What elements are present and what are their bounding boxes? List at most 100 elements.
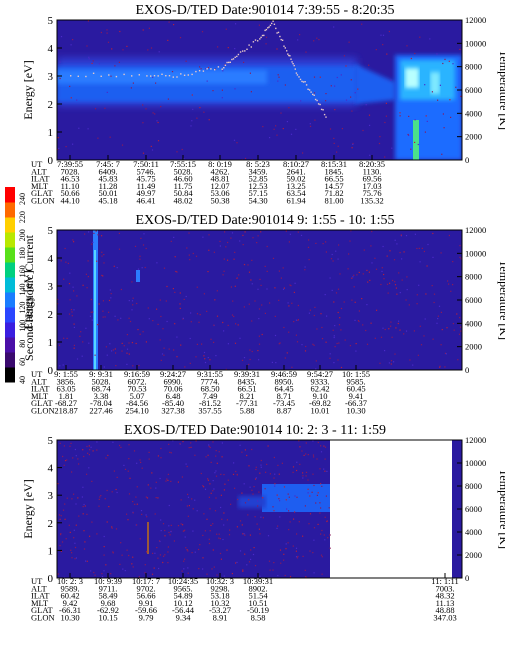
noise-speck <box>195 440 197 442</box>
noise-speck <box>282 267 284 269</box>
noise-speck <box>212 523 214 525</box>
temperature-point <box>265 28 268 31</box>
temperature-point <box>234 56 236 58</box>
noise-speck <box>177 525 180 527</box>
noise-speck <box>421 247 423 249</box>
noise-speck <box>330 85 332 87</box>
noise-speck <box>312 473 314 475</box>
noise-speck <box>107 41 110 43</box>
colorbar-tick-label: 160 <box>18 265 27 277</box>
noise-speck <box>236 142 238 144</box>
noise-speck <box>348 253 350 255</box>
ephemeris-cell: 60.42 <box>60 591 79 601</box>
noise-speck <box>214 472 216 474</box>
noise-speck <box>296 496 298 498</box>
noise-speck <box>227 47 229 49</box>
noise-speck <box>199 544 201 546</box>
noise-speck <box>89 535 91 537</box>
noise-speck <box>207 454 209 456</box>
noise-speck <box>436 53 438 55</box>
noise-speck <box>254 478 257 480</box>
ephemeris-cell: 12.53 <box>248 181 267 191</box>
noise-speck <box>426 265 428 267</box>
noise-speck <box>222 274 224 276</box>
noise-speck <box>133 450 136 452</box>
noise-speck <box>151 149 154 151</box>
y2-tick-label: 4000 <box>465 108 482 118</box>
noise-speck <box>337 145 339 147</box>
ephemeris-cell: 1130. <box>363 166 382 176</box>
noise-speck <box>106 354 108 356</box>
noise-speck <box>386 255 388 257</box>
temperature-point <box>70 75 72 77</box>
noise-speck <box>379 362 381 364</box>
noise-speck <box>313 484 315 487</box>
noise-speck <box>258 528 260 530</box>
noise-speck <box>212 480 214 482</box>
noise-speck <box>410 57 412 60</box>
noise-speck <box>82 449 84 451</box>
noise-speck <box>313 314 315 317</box>
temperature-point <box>180 73 182 75</box>
noise-speck <box>108 299 111 302</box>
y2-tick-label: 10000 <box>465 38 486 48</box>
noise-speck <box>57 483 59 485</box>
noise-speck <box>103 254 105 256</box>
ephemeris-cell: 10.51 <box>248 598 267 608</box>
noise-speck <box>120 542 122 544</box>
noise-speck <box>190 312 192 314</box>
noise-speck <box>91 62 93 64</box>
noise-speck <box>337 258 339 260</box>
noise-speck <box>243 61 245 63</box>
noise-speck <box>59 545 61 547</box>
noise-speck <box>327 537 329 539</box>
temperature-point <box>305 84 308 86</box>
noise-speck <box>141 513 143 515</box>
ephemeris-row-label: UT <box>31 369 43 379</box>
noise-speck <box>285 548 287 550</box>
noise-speck <box>128 444 130 446</box>
noise-speck <box>254 300 256 302</box>
noise-speck <box>159 299 161 301</box>
noise-speck <box>70 549 72 551</box>
noise-speck <box>450 116 452 118</box>
noise-speck <box>110 297 112 299</box>
noise-speck <box>336 342 338 345</box>
temperature-point <box>269 24 272 27</box>
noise-speck <box>355 350 357 352</box>
ephemeris-cell: -77.31 <box>236 398 258 408</box>
noise-speck <box>321 556 323 558</box>
ephemeris-cell: 8950. <box>274 376 293 386</box>
panel-2-title: EXOS-D/TED Date:901014 9: 1:55 - 10: 1:5… <box>136 213 395 228</box>
noise-speck <box>154 113 156 115</box>
noise-speck <box>304 266 306 268</box>
noise-speck <box>250 558 252 560</box>
noise-speck <box>231 314 234 316</box>
noise-speck <box>319 468 321 470</box>
noise-speck <box>366 304 368 306</box>
temperature-point <box>224 64 227 66</box>
noise-speck <box>337 359 339 361</box>
ephemeris-cell: 9:24:27 <box>160 369 186 379</box>
noise-speck <box>300 234 303 236</box>
ephemeris-row-label: ILAT <box>31 384 50 394</box>
ephemeris-cell: 70.53 <box>127 384 146 394</box>
noise-speck <box>155 497 157 499</box>
noise-speck <box>271 361 273 363</box>
noise-speck <box>84 541 86 543</box>
noise-speck <box>234 251 236 253</box>
noise-speck <box>132 365 134 367</box>
noise-speck <box>450 290 452 292</box>
noise-speck <box>104 107 106 109</box>
noise-speck <box>165 480 167 482</box>
panel-2-spectrogram <box>57 230 462 370</box>
noise-speck <box>219 538 221 540</box>
noise-speck <box>128 353 130 355</box>
temperature-point <box>312 93 314 96</box>
noise-speck <box>274 334 277 337</box>
noise-speck <box>419 36 421 38</box>
temperature-point <box>202 70 205 72</box>
noise-speck <box>148 27 150 29</box>
noise-speck <box>106 521 108 523</box>
noise-speck <box>213 488 215 490</box>
